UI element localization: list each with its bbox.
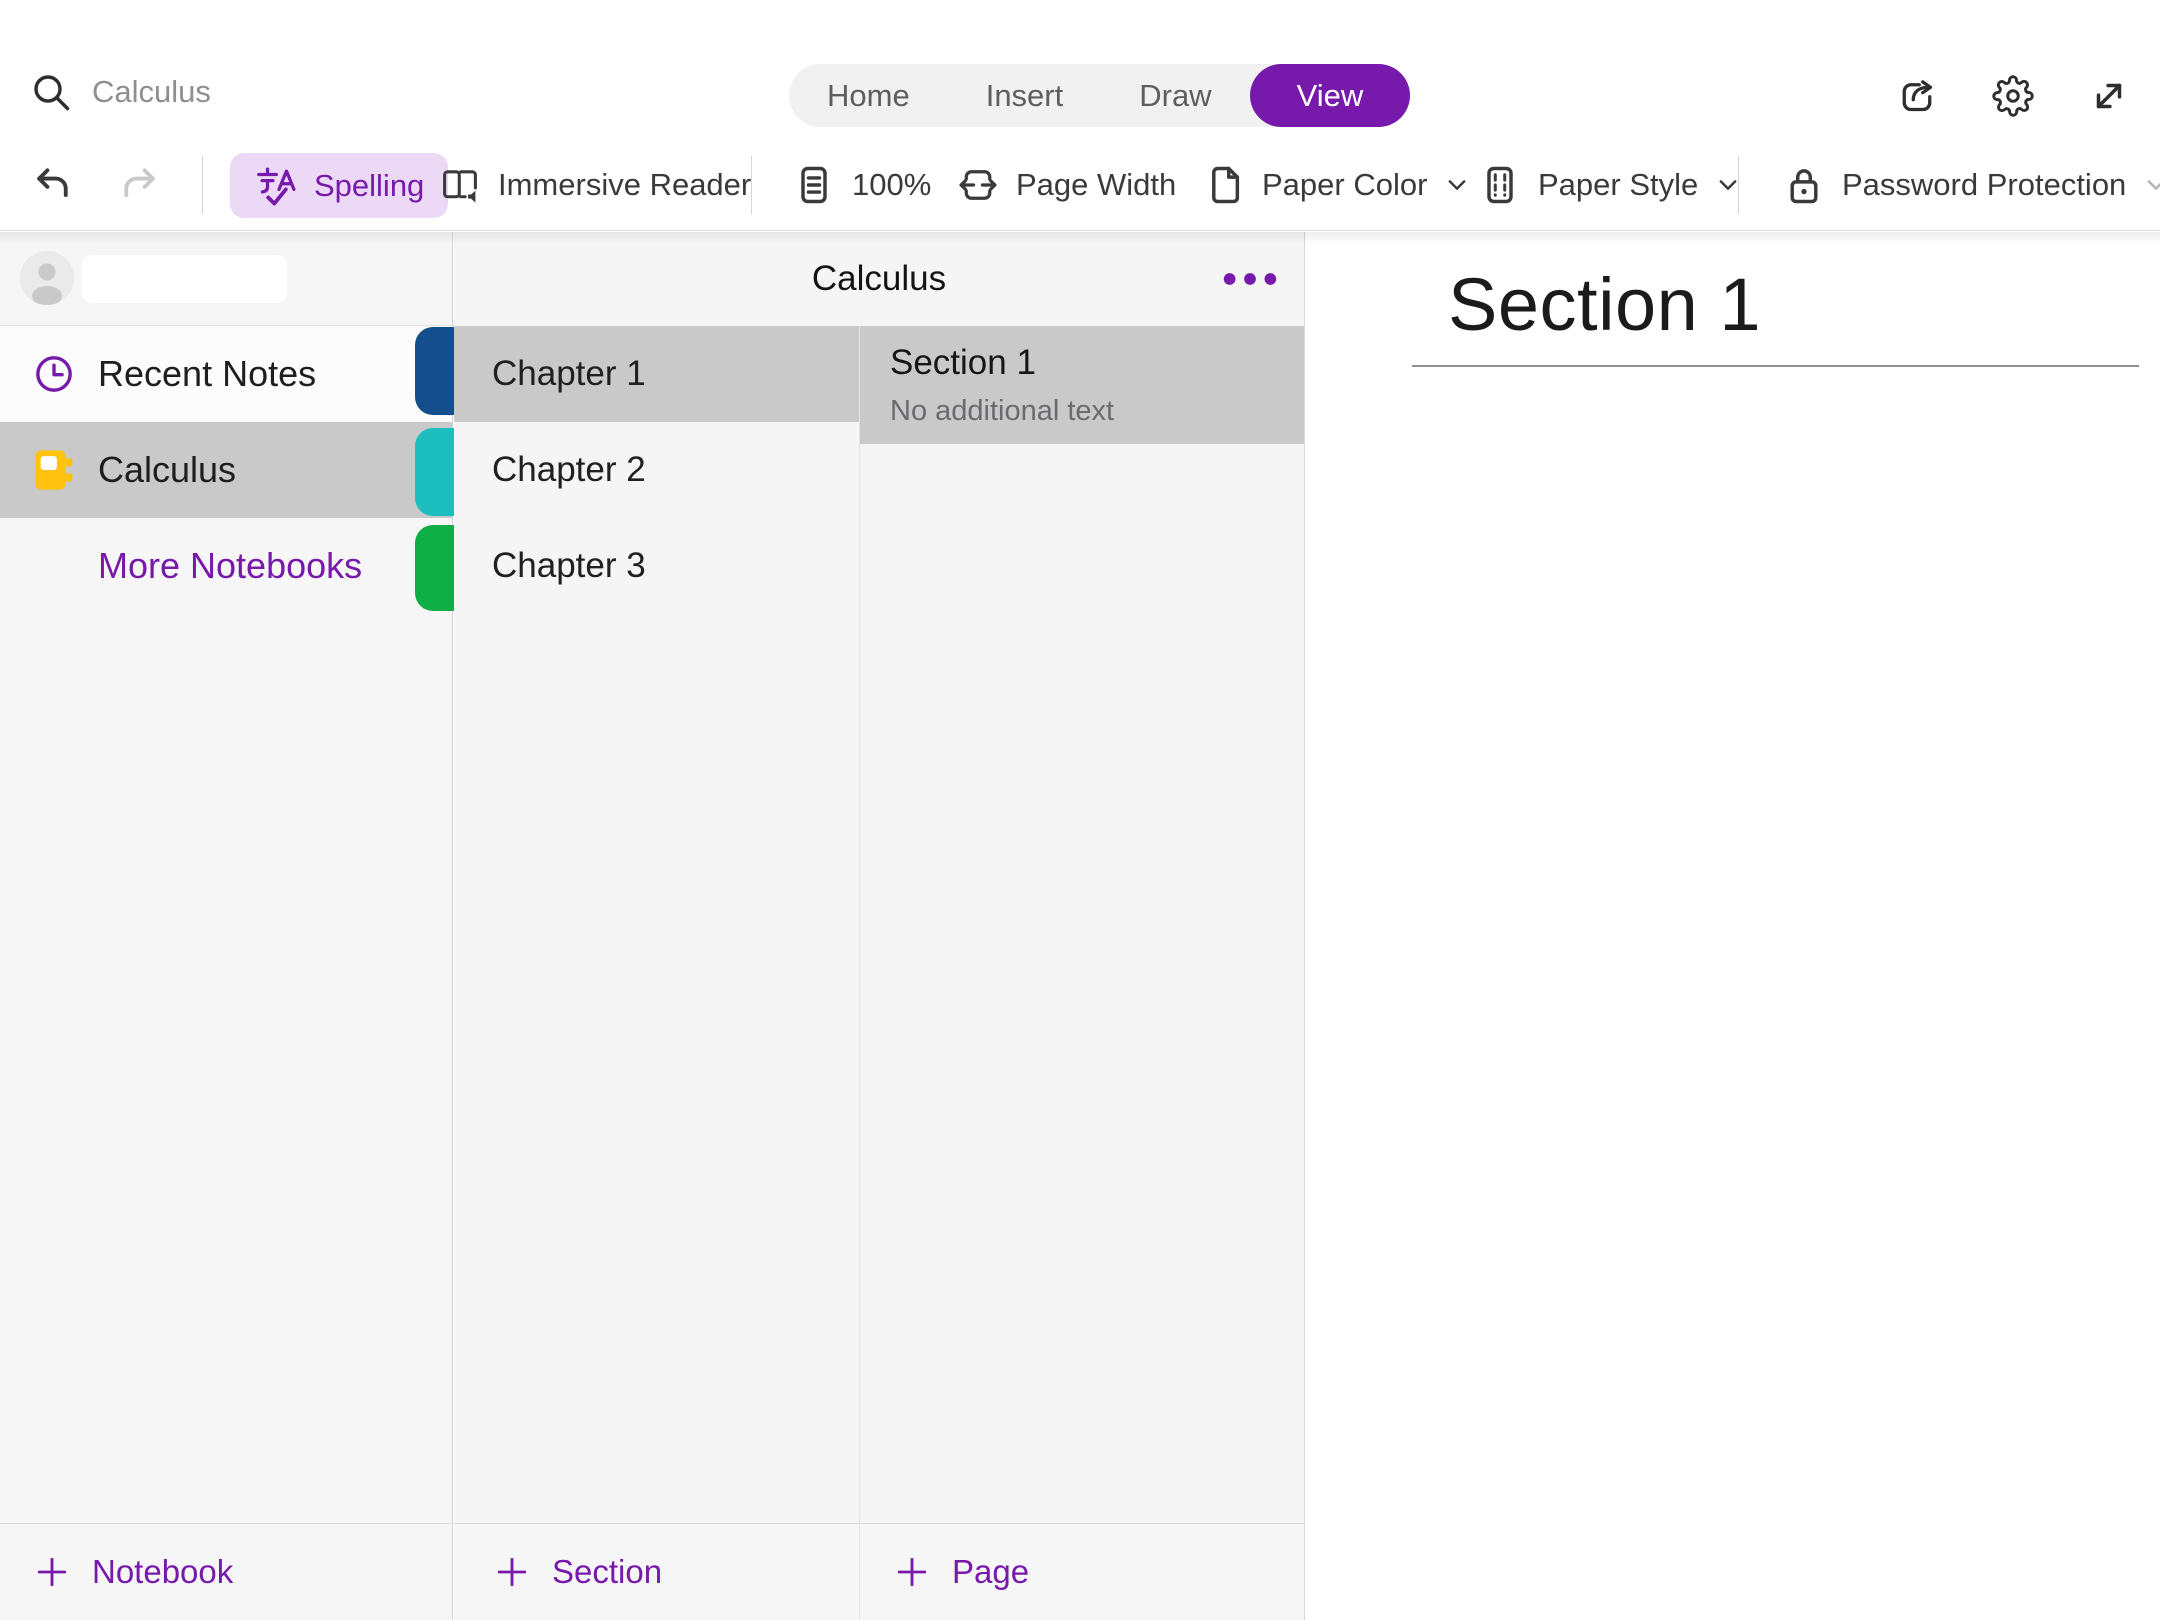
undo-button[interactable]	[30, 140, 74, 230]
immersive-reader-label: Immersive Reader	[498, 167, 752, 202]
lock-icon	[1790, 169, 1818, 204]
plus-icon	[497, 1557, 527, 1587]
notebook-color-tab-green	[415, 525, 454, 611]
tab-view[interactable]: View	[1249, 64, 1411, 127]
password-protection-button[interactable]: Password Protection	[1782, 140, 2160, 230]
paper-color-button[interactable]: Paper Color	[1202, 140, 1469, 230]
add-page-button[interactable]: Page	[894, 1553, 1029, 1591]
notebook-title: Calculus	[811, 259, 947, 298]
chapter-label: Chapter 1	[492, 354, 646, 393]
chapter-label: Chapter 2	[492, 450, 646, 489]
tab-home[interactable]: Home	[789, 64, 948, 127]
settings-gear-icon	[1992, 74, 2034, 117]
notebook-columns: Chapter 1 Chapter 2 Chapter 3 Section	[454, 326, 1304, 1620]
page-title[interactable]: Section 1	[1448, 263, 1762, 346]
section-group-list: Chapter 1 Chapter 2 Chapter 3 Section	[454, 326, 860, 1620]
plus-icon	[897, 1557, 927, 1587]
add-notebook-button[interactable]: Notebook	[34, 1553, 233, 1591]
page-width-label: Page Width	[1016, 167, 1177, 202]
page-list: Section 1 No additional text Page	[860, 326, 1304, 1620]
fullscreen-icon	[2096, 83, 2122, 108]
toolbar-divider	[1738, 156, 1739, 214]
notebook-color-tab-teal	[415, 428, 454, 516]
search-icon	[34, 75, 70, 111]
share-icon	[1902, 79, 1933, 111]
notebook-panel: Calculus Chapter 1 Chapter 2	[454, 232, 1305, 1620]
notebooks-sidebar: Recent Notes Calculus More Notebooks	[0, 232, 454, 1620]
page-canvas[interactable]: Section 1	[1306, 232, 2160, 1620]
immersive-reader-icon	[443, 170, 477, 203]
avatar	[20, 251, 74, 305]
paper-style-label: Paper Style	[1538, 167, 1699, 202]
page-width-icon	[959, 170, 997, 200]
redo-button[interactable]	[118, 140, 162, 230]
sidebar-item-calculus[interactable]: Calculus	[0, 422, 452, 518]
paper-color-icon	[1212, 166, 1240, 204]
page-footer: Page	[860, 1523, 1304, 1620]
search-input[interactable]	[92, 74, 452, 110]
spelling-label: Spelling	[314, 167, 425, 203]
sidebar-item-label: Recent Notes	[98, 353, 317, 394]
add-section-label: Section	[552, 1553, 663, 1590]
clock-icon	[36, 356, 72, 392]
settings-button[interactable]	[1992, 74, 2034, 117]
paper-color-label: Paper Color	[1262, 167, 1428, 202]
chevron-down-icon	[1719, 180, 1737, 190]
chevron-down-icon	[2147, 180, 2160, 190]
document-lines-icon	[801, 166, 827, 204]
search-box[interactable]	[30, 68, 452, 116]
paper-style-icon	[1487, 166, 1513, 204]
page-title-underline	[1412, 365, 2139, 367]
user-row[interactable]	[0, 232, 452, 326]
chapter-label: Chapter 3	[492, 546, 646, 585]
main-area: Recent Notes Calculus More Notebooks	[0, 232, 2160, 1620]
undo-icon	[37, 168, 68, 198]
chapter-footer: Section	[454, 1523, 859, 1620]
notebook-icon	[35, 450, 73, 490]
add-page-label: Page	[952, 1553, 1030, 1590]
paper-style-button[interactable]: Paper Style	[1478, 140, 1740, 230]
ellipsis-icon	[1223, 273, 1277, 285]
tab-draw[interactable]: Draw	[1101, 64, 1249, 127]
chapter-row-1[interactable]: Chapter 1	[454, 326, 859, 422]
sidebar-item-more-notebooks[interactable]: More Notebooks	[0, 518, 452, 614]
immersive-reader-button[interactable]: Immersive Reader	[438, 140, 751, 230]
view-toolbar: Spelling Immersive Reader 100%	[0, 140, 2160, 231]
sidebar-item-label: More Notebooks	[98, 545, 363, 586]
zoom-level-label: 100%	[852, 167, 932, 202]
zoom-level-button[interactable]: 100%	[792, 140, 931, 230]
chapter-row-2[interactable]: Chapter 2	[454, 422, 859, 518]
chevron-down-icon	[1449, 180, 1466, 190]
avatar-icon	[20, 251, 74, 305]
user-name-placeholder	[82, 255, 287, 303]
tab-insert[interactable]: Insert	[948, 64, 1102, 127]
chapter-row-3[interactable]: Chapter 3	[454, 518, 859, 614]
sidebar-item-recent-notes[interactable]: Recent Notes	[0, 326, 452, 422]
sidebar-item-label: Calculus	[98, 449, 237, 490]
sidebar-footer: Notebook	[0, 1523, 452, 1620]
notebook-menu-button[interactable]	[1222, 232, 1278, 326]
add-section-button[interactable]: Section	[494, 1553, 662, 1591]
ribbon-tab-bar: Home Insert Draw View	[789, 64, 1411, 127]
top-bar: Home Insert Draw View	[0, 0, 2160, 140]
add-notebook-label: Notebook	[92, 1553, 234, 1590]
toolbar-divider	[751, 156, 752, 214]
spelling-check-icon	[257, 166, 296, 205]
page-width-button[interactable]: Page Width	[956, 140, 1176, 230]
redo-icon	[124, 168, 155, 198]
topbar-actions	[1896, 64, 2130, 127]
plus-icon	[37, 1557, 67, 1587]
fullscreen-button[interactable]	[2088, 75, 2130, 117]
spelling-button[interactable]: Spelling	[230, 153, 449, 218]
page-item-subtitle: No additional text	[890, 395, 1115, 427]
page-list-item[interactable]: Section 1 No additional text	[860, 326, 1304, 444]
notebook-header: Calculus	[454, 232, 1304, 326]
toolbar-divider	[202, 156, 203, 214]
share-button[interactable]	[1896, 75, 1938, 117]
password-protection-label: Password Protection	[1842, 167, 2127, 202]
page-item-title: Section 1	[890, 343, 1036, 382]
notebook-color-tab-blue	[415, 327, 454, 415]
